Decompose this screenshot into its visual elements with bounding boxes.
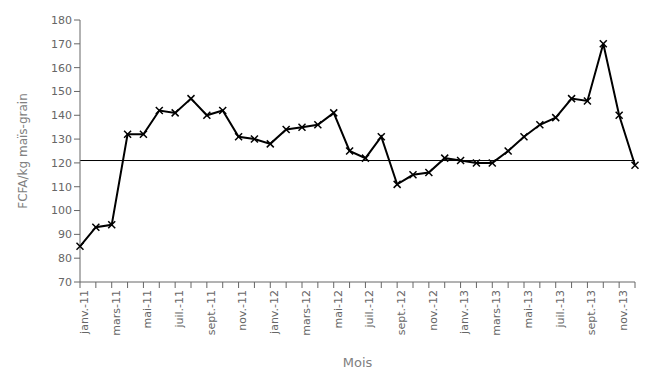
svg-text:mars-13: mars-13	[490, 290, 503, 336]
svg-text:mai-12: mai-12	[332, 290, 345, 328]
svg-text:80: 80	[58, 252, 72, 265]
svg-text:mars-12: mars-12	[300, 290, 313, 336]
svg-text:160: 160	[51, 62, 72, 75]
svg-text:150: 150	[51, 85, 72, 98]
svg-text:mai-13: mai-13	[522, 290, 535, 328]
svg-text:mai-11: mai-11	[141, 290, 154, 328]
svg-text:nov.-11: nov.-11	[236, 290, 249, 331]
svg-text:juil.-13: juil.-13	[554, 290, 567, 329]
svg-text:120: 120	[51, 157, 72, 170]
svg-text:janv.-13: janv.-13	[458, 290, 471, 335]
svg-text:140: 140	[51, 109, 72, 122]
svg-text:70: 70	[58, 276, 72, 289]
svg-text:sept.-13: sept.-13	[585, 290, 598, 335]
svg-text:sept.-12: sept.-12	[395, 290, 408, 335]
svg-text:nov.-13: nov.-13	[617, 290, 630, 331]
svg-text:janv.-11: janv.-11	[78, 290, 91, 335]
svg-text:mars-11: mars-11	[110, 290, 123, 336]
svg-text:170: 170	[51, 38, 72, 51]
svg-text:juil.-11: juil.-11	[173, 290, 186, 329]
svg-text:juil.-12: juil.-12	[363, 290, 376, 329]
svg-text:100: 100	[51, 204, 72, 217]
svg-text:FCFA/kg maïs-grain: FCFA/kg maïs-grain	[16, 93, 30, 209]
svg-text:Mois: Mois	[343, 355, 373, 370]
svg-text:110: 110	[51, 181, 72, 194]
svg-text:janv.-12: janv.-12	[268, 290, 281, 335]
svg-text:sept.-11: sept.-11	[205, 290, 218, 335]
svg-text:nov.-12: nov.-12	[427, 290, 440, 331]
svg-text:130: 130	[51, 133, 72, 146]
svg-text:180: 180	[51, 14, 72, 27]
svg-text:90: 90	[58, 228, 72, 241]
